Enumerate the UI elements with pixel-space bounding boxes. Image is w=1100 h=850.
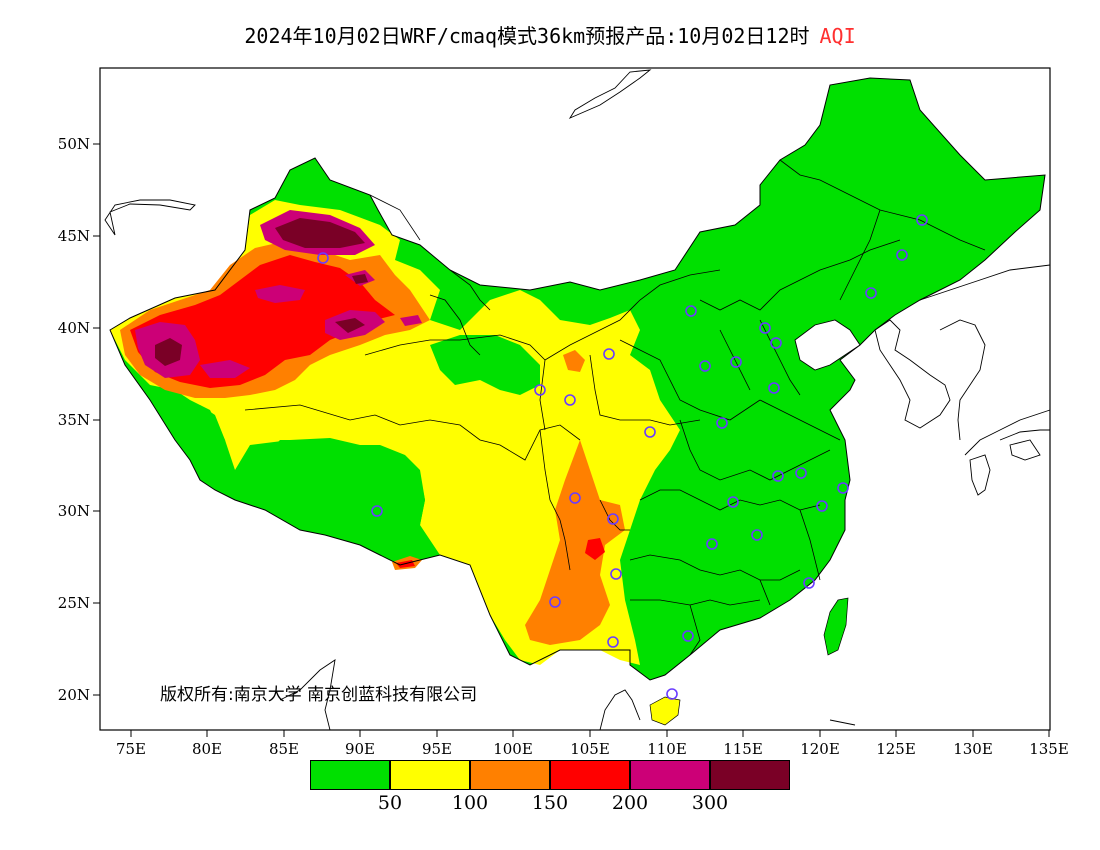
hainan-island — [649, 696, 681, 726]
lat-label-25n: 25N — [57, 594, 90, 612]
region-orange-sichuan — [525, 440, 625, 645]
lon-label-95e: 95E — [421, 740, 453, 758]
city-marker — [795, 467, 807, 479]
city-marker — [916, 214, 928, 226]
taiwan-island — [823, 597, 849, 656]
region-red-chongqing — [585, 538, 605, 560]
city-marker — [837, 482, 849, 494]
city-marker — [772, 470, 784, 482]
city-marker — [317, 252, 329, 264]
lon-label-135e: 135E — [1029, 740, 1069, 758]
lon-label-85e: 85E — [268, 740, 300, 758]
lat-label-50n: 50N — [57, 135, 90, 153]
lon-label-120e: 120E — [800, 740, 840, 758]
city-marker — [603, 348, 615, 360]
city-marker — [816, 500, 828, 512]
city-marker — [682, 630, 694, 642]
city-marker — [896, 249, 908, 261]
lat-label-40n: 40N — [57, 319, 90, 337]
lon-label-110e: 110E — [647, 740, 687, 758]
legend-tick-150: 150 — [531, 792, 569, 814]
lon-label-75e: 75E — [115, 740, 147, 758]
legend-tick-300: 300 — [691, 792, 729, 814]
city-marker — [549, 596, 561, 608]
legend-swatch-red — [550, 760, 630, 790]
region-purple-4 — [255, 285, 305, 303]
city-marker — [607, 636, 619, 648]
axis-ticks — [93, 143, 1050, 737]
title-variable: AQI — [819, 24, 856, 48]
legend-swatch-purple — [630, 760, 710, 790]
city-marker — [699, 360, 711, 372]
region-maroon-2 — [155, 338, 182, 366]
city-marker — [716, 417, 728, 429]
lat-label-45n: 45N — [57, 227, 90, 245]
map-frame — [99, 67, 1051, 731]
city-marker — [730, 356, 742, 368]
lat-label-30n: 30N — [57, 502, 90, 520]
legend-swatch-green — [310, 760, 390, 790]
legend-swatch-maroon — [710, 760, 790, 790]
city-marker — [610, 568, 622, 580]
neighbor-coastlines — [104, 69, 1051, 731]
lon-label-80e: 80E — [191, 740, 223, 758]
city-marker — [607, 513, 619, 525]
city-marker — [803, 577, 815, 589]
city-marker — [644, 426, 656, 438]
region-maroon-1 — [275, 218, 365, 248]
lon-label-130e: 130E — [953, 740, 993, 758]
city-marker — [534, 384, 546, 396]
lat-label-20n: 20N — [57, 686, 90, 704]
city-marker — [751, 529, 763, 541]
china-outline — [109, 77, 1046, 681]
city-marker — [666, 688, 678, 700]
copyright-notice: 版权所有:南京大学 南京创蓝科技有限公司 — [160, 685, 478, 705]
region-purple-6 — [200, 360, 250, 378]
legend-tick-100: 100 — [451, 792, 489, 814]
legend-swatch-orange — [470, 760, 550, 790]
city-marker — [685, 305, 697, 317]
region-green-qinghai — [430, 335, 540, 395]
legend-tick-200: 200 — [611, 792, 649, 814]
city-marker — [371, 505, 383, 517]
city-marker — [759, 322, 771, 334]
lat-label-35n: 35N — [57, 411, 90, 429]
legend-swatch-yellow — [390, 760, 470, 790]
city-marker — [706, 538, 718, 550]
region-green-tibet — [225, 438, 425, 550]
region-green-west-tibet — [180, 405, 230, 470]
lon-label-100e: 100E — [493, 740, 533, 758]
city-marker — [770, 337, 782, 349]
lon-label-115e: 115E — [723, 740, 763, 758]
title-main: 2024年10月02日WRF/cmaq模式36km预报产品:10月02日12时 — [244, 24, 810, 48]
legend-tick-50: 50 — [377, 792, 403, 814]
city-marker — [865, 287, 877, 299]
city-marker — [768, 382, 780, 394]
city-marker — [569, 492, 581, 504]
region-maroon-4 — [352, 274, 368, 284]
city-marker — [727, 496, 739, 508]
region-orange-small — [563, 350, 585, 372]
city-markers — [317, 214, 928, 700]
map-title: 2024年10月02日WRF/cmaq模式36km预报产品:10月02日12时 A… — [0, 20, 1100, 49]
lon-label-90e: 90E — [344, 740, 376, 758]
region-maroon-3 — [335, 318, 365, 333]
city-marker — [564, 394, 576, 406]
lon-label-125e: 125E — [876, 740, 916, 758]
region-purple-7 — [400, 315, 422, 326]
lon-label-105e: 105E — [570, 740, 610, 758]
bohai-sea — [794, 319, 861, 371]
